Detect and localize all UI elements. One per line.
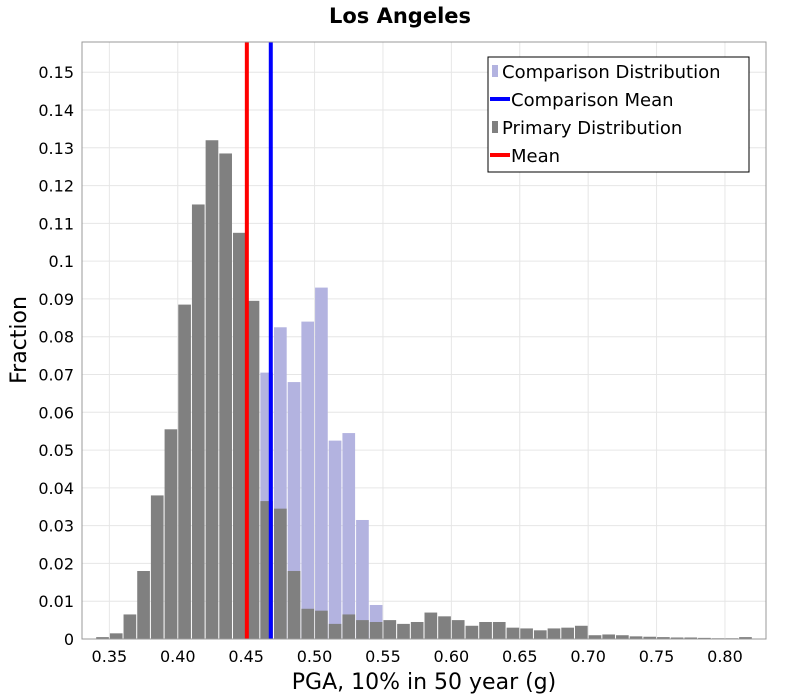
primary-distribution-bar — [123, 614, 137, 639]
y-tick-labels: 0 0.01 0.02 0.03 0.04 0.05 0.06 0.07 0.08 0.09 0.1… — [38, 63, 74, 649]
y-tick-label: 0.08 — [38, 328, 74, 347]
legend-swatch-primary-distribution — [492, 121, 498, 133]
legend-swatch-comparison-distribution — [492, 65, 498, 77]
primary-distribution-bar — [164, 429, 178, 639]
primary-distribution-bar — [96, 637, 109, 639]
y-tick-label: 0.05 — [38, 441, 74, 460]
primary-distribution-bar — [506, 627, 520, 639]
y-tick-label: 0.14 — [38, 101, 74, 120]
primary-distribution-bar — [369, 621, 383, 639]
primary-distribution-bar — [410, 621, 424, 639]
primary-distribution-bar — [657, 637, 670, 639]
legend-swatch-mean — [490, 153, 510, 157]
primary-distribution-bar — [588, 635, 602, 639]
legend-swatch-comparison-mean — [490, 97, 510, 101]
legend-label-mean: Mean — [511, 146, 560, 167]
x-axis-label: PGA, 10% in 50 year (g) — [292, 670, 556, 695]
y-tick-label: 0 — [64, 630, 74, 649]
x-tick-label: 0.35 — [92, 647, 128, 666]
primary-distribution-bar — [383, 620, 397, 639]
primary-distribution-bar — [342, 614, 356, 639]
y-tick-label: 0.02 — [38, 554, 74, 573]
x-tick-label: 0.55 — [365, 647, 401, 666]
comparison-distribution-bar — [328, 440, 342, 639]
y-axis-label: Fraction — [7, 296, 32, 384]
primary-distribution-bar — [397, 623, 410, 639]
y-tick-label: 0.07 — [38, 366, 74, 385]
primary-distribution-bar — [520, 628, 533, 639]
comparison-distribution-bar — [356, 519, 369, 639]
y-tick-label: 0.1 — [49, 252, 74, 271]
primary-distribution-bar — [492, 621, 506, 639]
primary-distribution-bar — [328, 623, 342, 639]
y-tick-label: 0.01 — [38, 592, 74, 611]
primary-distribution-bar — [191, 204, 205, 640]
primary-distribution-bar — [451, 620, 465, 639]
legend-label-comparison-distribution: Comparison Distribution — [502, 62, 721, 83]
primary-distribution-bar — [287, 570, 301, 639]
primary-distribution-bar — [533, 630, 547, 639]
primary-distribution-bar — [438, 616, 451, 639]
primary-distribution-bar — [356, 620, 369, 639]
primary-distribution-bar — [315, 610, 328, 639]
y-tick-label: 0.11 — [38, 214, 74, 233]
primary-distribution-bar — [232, 232, 246, 639]
primary-distribution-bar — [479, 621, 492, 639]
y-tick-label: 0.13 — [38, 139, 74, 158]
y-tick-label: 0.09 — [38, 290, 74, 309]
x-tick-label: 0.70 — [570, 647, 606, 666]
x-tick-label: 0.60 — [434, 647, 470, 666]
primary-distribution-bar — [643, 636, 657, 639]
primary-distribution-bar — [109, 633, 123, 639]
x-tick-label: 0.75 — [639, 647, 675, 666]
plot-frame — [81, 41, 767, 640]
primary-distribution-bars — [96, 140, 752, 640]
primary-distribution-bar — [205, 140, 219, 639]
primary-distribution-bar — [274, 508, 287, 639]
primary-distribution-bar — [739, 637, 752, 639]
x-tick-label: 0.65 — [502, 647, 538, 666]
legend-label-comparison-mean: Comparison Mean — [511, 90, 674, 111]
y-tick-label: 0.03 — [38, 517, 74, 536]
comparison-distribution-bar — [315, 287, 328, 639]
primary-distribution-bar — [246, 300, 260, 639]
primary-distribution-bar — [616, 635, 629, 639]
legend-box — [487, 56, 750, 173]
x-tick-label: 0.50 — [297, 647, 333, 666]
x-tick-label: 0.80 — [707, 647, 743, 666]
comparison-distribution-bar — [301, 321, 315, 639]
primary-distribution-bar — [465, 625, 479, 639]
primary-distribution-bar — [684, 637, 698, 639]
y-tick-label: 0.12 — [38, 177, 74, 196]
primary-distribution-bar — [670, 637, 684, 639]
comparison-distribution-bar — [342, 433, 356, 639]
primary-distribution-bar — [219, 153, 232, 639]
primary-distribution-bar — [602, 634, 616, 639]
chart-title: Los Angeles — [329, 4, 471, 28]
x-tick-label: 0.40 — [160, 647, 196, 666]
primary-distribution-bar — [547, 628, 561, 639]
y-tick-label: 0.04 — [38, 479, 74, 498]
x-tick-label: 0.45 — [228, 647, 264, 666]
primary-distribution-bar — [150, 495, 164, 639]
primary-distribution-bar — [629, 636, 643, 639]
primary-distribution-bar — [574, 625, 588, 639]
legend: Comparison Distribution Comparison Mean … — [487, 56, 750, 173]
legend-label-primary-distribution: Primary Distribution — [502, 118, 682, 139]
primary-distribution-bar — [424, 612, 438, 639]
x-tick-labels: 0.35 0.40 0.45 0.50 0.55 0.60 0.65 0.70 0.75 0.80 — [92, 647, 743, 666]
mean-lines — [244, 42, 273, 639]
primary-distribution-bar — [698, 637, 711, 639]
y-tick-label: 0.15 — [38, 63, 74, 82]
primary-distribution-bar — [178, 304, 191, 639]
y-tick-label: 0.06 — [38, 403, 74, 422]
primary-distribution-bar — [137, 570, 150, 639]
primary-distribution-bar — [561, 627, 574, 639]
primary-distribution-bar — [301, 608, 315, 639]
